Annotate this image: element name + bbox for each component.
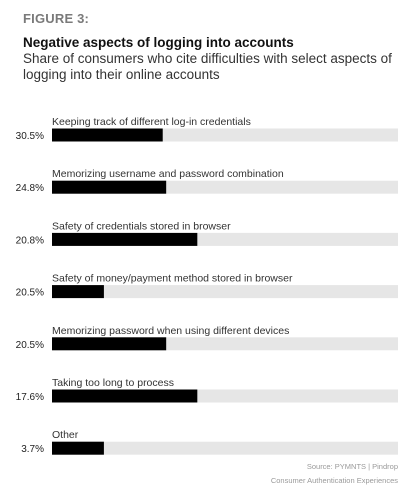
figure-label: FIGURE 3: [23,11,90,26]
category-label: Taking too long to process [52,377,174,389]
category-label: Safety of money/payment method stored in… [52,273,293,285]
category-label: Safety of credentials stored in browser [52,220,231,232]
source-line-1: Source: PYMNTS | Pindrop [306,462,398,471]
value-label: 30.5% [16,131,44,142]
value-label: 17.6% [16,392,44,403]
category-label: Other [52,429,79,441]
value-label: 24.8% [16,183,44,194]
chart-subtitle: Share of consumers who cite difficulties… [23,51,392,82]
bar-track [52,285,398,299]
bar-track [52,441,398,455]
value-label: 20.5% [16,288,44,299]
category-label: Memorizing password when using different… [52,325,289,337]
value-label: 3.7% [21,444,44,455]
category-label: Memorizing username and password combina… [52,168,284,180]
chart-title: Negative aspects of logging into account… [23,35,294,50]
bar [52,389,198,403]
bar [52,441,104,455]
bar [52,337,167,351]
value-label: 20.5% [16,340,44,351]
bar [52,285,104,299]
source-line-2: Consumer Authentication Experiences [270,476,398,485]
bar [52,180,167,194]
bar [52,232,198,246]
bar [52,128,163,142]
category-label: Keeping track of different log-in creden… [52,116,251,128]
value-label: 20.8% [16,235,44,246]
